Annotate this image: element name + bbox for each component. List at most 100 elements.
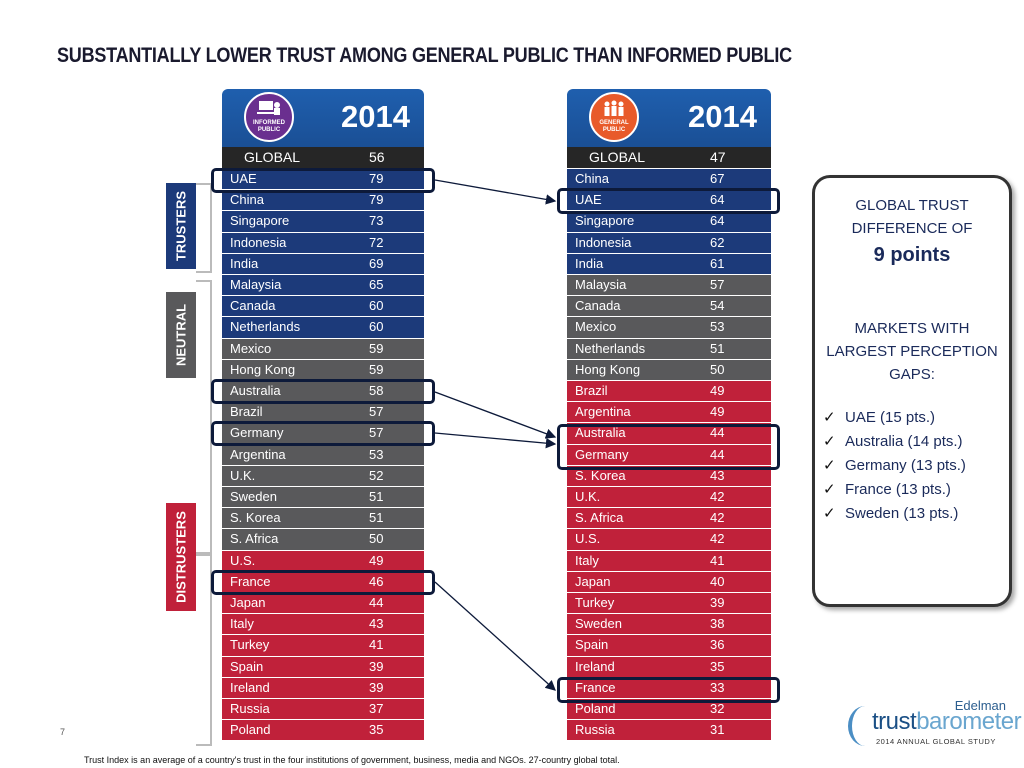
informed-row-china: China 79 bbox=[222, 190, 424, 212]
trust-value: 65 bbox=[369, 277, 384, 292]
trust-value: 46 bbox=[369, 573, 384, 589]
logo-arc bbox=[848, 706, 882, 746]
country-name: Indonesia bbox=[230, 234, 287, 250]
general-global-row: GLOBAL 47 bbox=[567, 147, 771, 169]
trust-value: 51 bbox=[710, 340, 725, 356]
trust-value: 53 bbox=[369, 446, 384, 462]
general-row-brazil: Brazil 49 bbox=[567, 381, 771, 403]
trust-value: 61 bbox=[710, 255, 725, 271]
trust-value: 36 bbox=[710, 637, 725, 653]
highlight-australia-informed bbox=[211, 379, 435, 404]
general-row-uae: UAE 64 bbox=[567, 190, 771, 212]
informed-row-russia: Russia 37 bbox=[222, 699, 424, 721]
country-name: Australia bbox=[575, 425, 626, 441]
trust-value: 44 bbox=[710, 446, 725, 462]
informed-row-netherlands: Netherlands 60 bbox=[222, 317, 424, 339]
perception-gap-item: ✓ Germany (13 pts.) bbox=[823, 454, 966, 478]
people-group-icon bbox=[604, 100, 624, 116]
country-name: U.K. bbox=[575, 489, 601, 504]
callout-line-4: LARGEST PERCEPTION bbox=[826, 343, 998, 360]
general-row-russia: Russia 31 bbox=[567, 720, 771, 742]
informed-row-italy: Italy 43 bbox=[222, 614, 424, 636]
callout-big: 9 points bbox=[873, 244, 951, 266]
perception-gap-item: ✓ UAE (15 pts.) bbox=[823, 406, 966, 430]
trust-value: 64 bbox=[710, 213, 725, 229]
country-name: Italy bbox=[575, 552, 599, 568]
informed-year: 2014 bbox=[341, 99, 410, 134]
trust-value: 33 bbox=[710, 679, 725, 695]
trust-value: 60 bbox=[369, 298, 384, 314]
country-name: U.S. bbox=[575, 531, 601, 547]
country-name: Singapore bbox=[230, 213, 290, 229]
country-name: Germany bbox=[230, 425, 284, 441]
neutral-band: NEUTRAL bbox=[166, 292, 196, 378]
informed-global-row: GLOBAL 56 bbox=[222, 147, 424, 169]
trust-value: 58 bbox=[369, 383, 384, 398]
country-name: U.K. bbox=[230, 467, 256, 483]
country-name: S. Africa bbox=[575, 510, 624, 526]
logo-word-2: barometer bbox=[916, 708, 1022, 735]
general-row-france: France 33 bbox=[567, 677, 771, 699]
country-name: Japan bbox=[230, 595, 266, 610]
country-name: Spain bbox=[230, 658, 264, 674]
callout-line-1: GLOBAL TRUST bbox=[855, 197, 969, 214]
informed-row-ireland: Ireland 39 bbox=[222, 677, 424, 699]
country-name: Netherlands bbox=[230, 319, 301, 335]
perception-gap-item: ✓ Australia (14 pts.) bbox=[823, 430, 966, 454]
neutral-bracket bbox=[196, 280, 212, 556]
trust-value: 35 bbox=[710, 658, 725, 674]
country-name: India bbox=[575, 255, 604, 271]
trust-value: 39 bbox=[369, 658, 384, 674]
informed-row-spain: Spain 39 bbox=[222, 656, 424, 678]
country-name: Russia bbox=[575, 722, 615, 738]
general-row-ireland: Ireland 35 bbox=[567, 656, 771, 678]
country-name: China bbox=[575, 171, 609, 186]
logo-brand: Edelman bbox=[954, 698, 1006, 713]
general-row-mexico: Mexico 53 bbox=[567, 317, 771, 339]
trust-value: 53 bbox=[710, 319, 725, 335]
perception-gap-text: UAE (15 pts.) bbox=[845, 409, 936, 426]
trusters-bracket bbox=[196, 183, 212, 273]
informed-row-argentina: Argentina 53 bbox=[222, 444, 424, 466]
general-row-u-s: U.S. 42 bbox=[567, 529, 771, 551]
highlight-australia-germany-general bbox=[557, 424, 780, 470]
general-year: 2014 bbox=[688, 99, 757, 134]
distrusters-label: DISTRUSTERS bbox=[173, 511, 189, 603]
informed-row-indonesia: Indonesia 72 bbox=[222, 232, 424, 254]
country-name: S. Korea bbox=[575, 467, 626, 483]
country-name: Australia bbox=[230, 383, 281, 398]
highlight-germany-informed bbox=[211, 421, 435, 446]
trust-value: 72 bbox=[369, 234, 384, 250]
country-name: France bbox=[575, 679, 616, 695]
trust-value: 49 bbox=[710, 383, 725, 398]
country-name: Turkey bbox=[575, 595, 615, 610]
badge-label-2: PUBLIC bbox=[602, 127, 626, 133]
distrusters-band: DISTRUSTERS bbox=[166, 503, 196, 611]
country-name: Hong Kong bbox=[230, 361, 296, 377]
country-name: Indonesia bbox=[575, 234, 632, 250]
check-icon: ✓ bbox=[823, 457, 836, 474]
general-row-indonesia: Indonesia 62 bbox=[567, 232, 771, 254]
country-name: S. Korea bbox=[230, 510, 281, 526]
trust-value: 49 bbox=[710, 404, 725, 420]
country-name: Ireland bbox=[575, 658, 615, 674]
general-row-spain: Spain 36 bbox=[567, 635, 771, 657]
badge-label-1: GENERAL bbox=[599, 120, 629, 126]
country-name: U.S. bbox=[230, 552, 256, 568]
trust-value: 32 bbox=[710, 701, 725, 716]
country-name: Malaysia bbox=[230, 277, 282, 292]
perception-gap-text: Germany (13 pts.) bbox=[845, 457, 966, 474]
informed-row-sweden: Sweden 51 bbox=[222, 487, 424, 509]
general-row-u-k: U.K. 42 bbox=[567, 487, 771, 509]
country-name: Canada bbox=[230, 298, 276, 314]
trust-value: 41 bbox=[710, 552, 725, 568]
general-row-turkey: Turkey 39 bbox=[567, 593, 771, 615]
perception-gap-text: Australia (14 pts.) bbox=[845, 433, 963, 450]
arrow-germany bbox=[434, 432, 557, 449]
general-row-s-korea: S. Korea 43 bbox=[567, 465, 771, 487]
country-name: Mexico bbox=[230, 340, 272, 356]
trust-value: 39 bbox=[710, 595, 725, 610]
neutral-label: NEUTRAL bbox=[173, 303, 189, 367]
informed-row-s-africa: S. Africa 50 bbox=[222, 529, 424, 551]
trust-value: 69 bbox=[369, 255, 384, 271]
